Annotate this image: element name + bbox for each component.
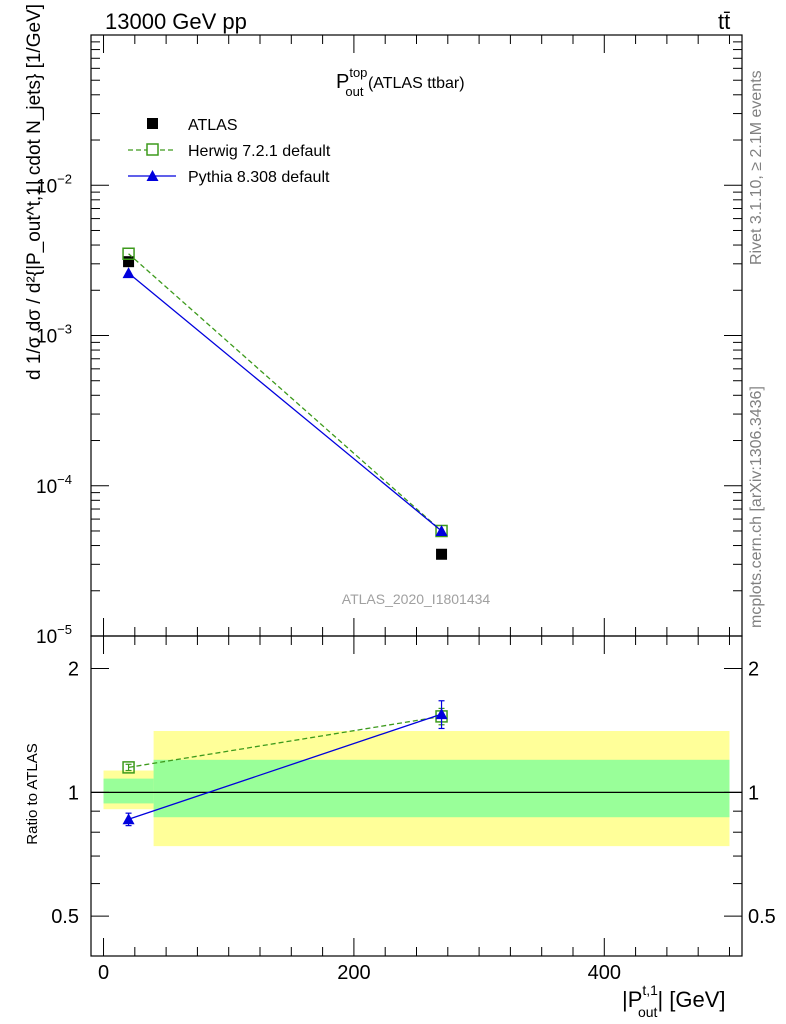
main-y-axis-label: d 1/σ dσ / d²{|P_out^t,1| cdot N_jets} [… [24,4,45,380]
main-panel: 10−2 10−3 10−4 10−5 Ptop out (ATLAS ttbar) A… [24,4,743,648]
ratio-series-line-0 [128,715,442,769]
rivet-label: Rivet 3.1.10, ≥ 2.1M events [748,70,765,265]
legend-label-herwig: Herwig 7.2.1 default [188,143,331,160]
ratio-panel: 0.5 0.5 1 1 2 2 0 200 400 Ratio to ATLAS |Pt,1 o… [24,635,776,1020]
main-title: Ptop out (ATLAS ttbar) [336,65,465,99]
ratio-frame [90,635,743,957]
band-green-1 [153,759,730,818]
ratio-y-tick-label-right: 0.5 [748,906,776,928]
mcplots-label: mcplots.cern.ch [arXiv:1306.3436] [748,386,765,628]
ratio-y-tick-label-right: 1 [748,782,759,804]
main-point-2 [122,267,135,279]
main-y-tick-label: 10−5 [36,622,72,648]
legend-label-atlas: ATLAS [188,117,238,134]
x-axis-label: |Pt,1 out| [GeV] [622,982,726,1020]
ratio-y-tick-label: 2 [68,659,79,681]
ratio-x-tick-label: 400 [588,962,621,984]
ratio-point-1 [122,813,135,825]
main-series-line-2 [128,272,442,532]
ratio-x-tick-label: 0 [98,962,109,984]
main-point-1 [122,247,135,261]
energy-label: 13000 GeV pp [105,9,247,34]
ratio-series [122,700,448,827]
ratio-y-tick-label: 1 [68,782,79,804]
ratio-series-line-1 [128,713,442,820]
main-axis-ticks [91,35,742,637]
ratio-point-0 [122,761,135,774]
main-series-line-1 [128,253,442,532]
ratio-y-tick-labels: 0.5 0.5 1 1 2 2 [51,659,776,929]
main-series [122,247,448,560]
legend-marker-herwig [146,143,159,156]
main-y-tick-label: 10−4 [36,472,72,498]
ratio-point-1 [435,708,448,720]
ratio-y-axis-label: Ratio to ATLAS [24,743,41,844]
ratio-y-tick-label: 0.5 [51,906,79,928]
ratio-uncertainty-bands [103,730,730,847]
band-green-0 [103,778,154,804]
legend: ATLAS Herwig 7.2.1 default Pythia 8.308 … [128,117,331,186]
ratio-x-tick-label: 200 [337,962,370,984]
main-y-tick-label: 10−2 [36,171,72,197]
legend-label-pythia: Pythia 8.308 default [188,169,330,186]
process-label: tt̄ [718,9,730,34]
ratio-x-tick-labels: 0 200 400 [98,962,621,984]
analysis-label: ATLAS_2020_I1801434 [342,591,491,607]
main-point-0 [436,548,448,560]
main-point-0 [123,256,135,268]
main-y-tick-labels: 10−2 10−3 10−4 10−5 [36,171,72,648]
legend-marker-pythia [146,170,159,181]
ratio-y-tick-label-right: 2 [748,659,759,681]
main-point-2 [435,524,448,536]
legend-marker-atlas [147,118,158,129]
main-y-tick-label: 10−3 [36,322,72,348]
